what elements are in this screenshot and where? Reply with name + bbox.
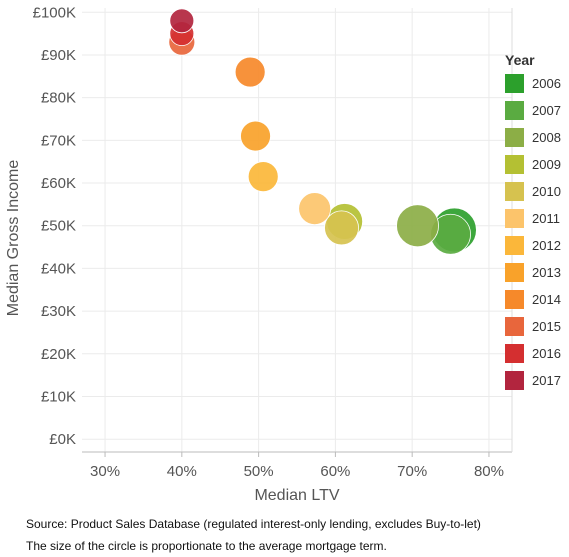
legend-label-2010: 2010 [532,184,561,199]
legend-title: Year [505,52,535,68]
data-point-2012 [247,161,279,193]
legend-label-2012: 2012 [532,238,561,253]
legend-label-2007: 2007 [532,103,561,118]
x-axis-label: Median LTV [254,487,339,504]
y-tick-label: £30K [41,303,76,320]
y-tick-label: £40K [41,260,76,277]
x-tick-label: 30% [90,463,120,480]
x-tick-label: 60% [320,463,350,480]
legend-label-2009: 2009 [532,157,561,172]
legend-swatch-2007 [505,101,524,120]
legend-swatch-2017 [505,371,524,390]
legend-swatch-2011 [505,209,524,228]
y-tick-label: £10K [41,389,76,406]
x-tick-label: 40% [167,463,197,480]
legend-label-2016: 2016 [532,346,561,361]
data-point-2017 [169,8,195,34]
legend-label-2017: 2017 [532,373,561,388]
y-tick-label: £60K [41,175,76,192]
legend-swatch-2010 [505,182,524,201]
y-tick-label: £100K [33,4,76,21]
y-axis-label: Median Gross Income [5,160,22,317]
legend-swatch-2016 [505,344,524,363]
data-point-2008 [396,204,439,248]
x-tick-label: 70% [397,463,427,480]
legend-swatch-2006 [505,74,524,93]
legend-label-2014: 2014 [532,292,561,307]
data-point-2010 [324,210,359,246]
legend-label-2011: 2011 [532,211,560,226]
y-tick-label: £20K [41,346,76,363]
legend-swatch-2015 [505,317,524,336]
data-point-2014 [234,56,266,88]
legend-swatch-2013 [505,263,524,282]
legend-label-2015: 2015 [532,319,561,334]
legend-swatch-2008 [505,128,524,147]
size-note: The size of the circle is proportionate … [26,539,387,553]
legend-swatch-2009 [505,155,524,174]
legend-label-2013: 2013 [532,265,561,280]
source-note: Source: Product Sales Database (regulate… [26,517,481,531]
legend-label-2006: 2006 [532,76,561,91]
y-tick-label: £80K [41,90,76,107]
scatter-chart: 30% 40% 50% 60% 70% 80% £0K £10K £20K £30K £40K £50… [5,4,561,504]
y-tick-label: £50K [41,218,76,235]
data-point-2011 [298,192,332,226]
y-tick-label: £0K [49,431,76,448]
y-tick-label: £70K [41,132,76,149]
data-point-2013 [240,120,271,152]
y-tick-label: £90K [41,47,76,64]
legend-label-2008: 2008 [532,130,561,145]
x-tick-label: 50% [244,463,274,480]
legend-swatch-2012 [505,236,524,255]
legend-swatch-2014 [505,290,524,309]
x-tick-label: 80% [474,463,504,480]
